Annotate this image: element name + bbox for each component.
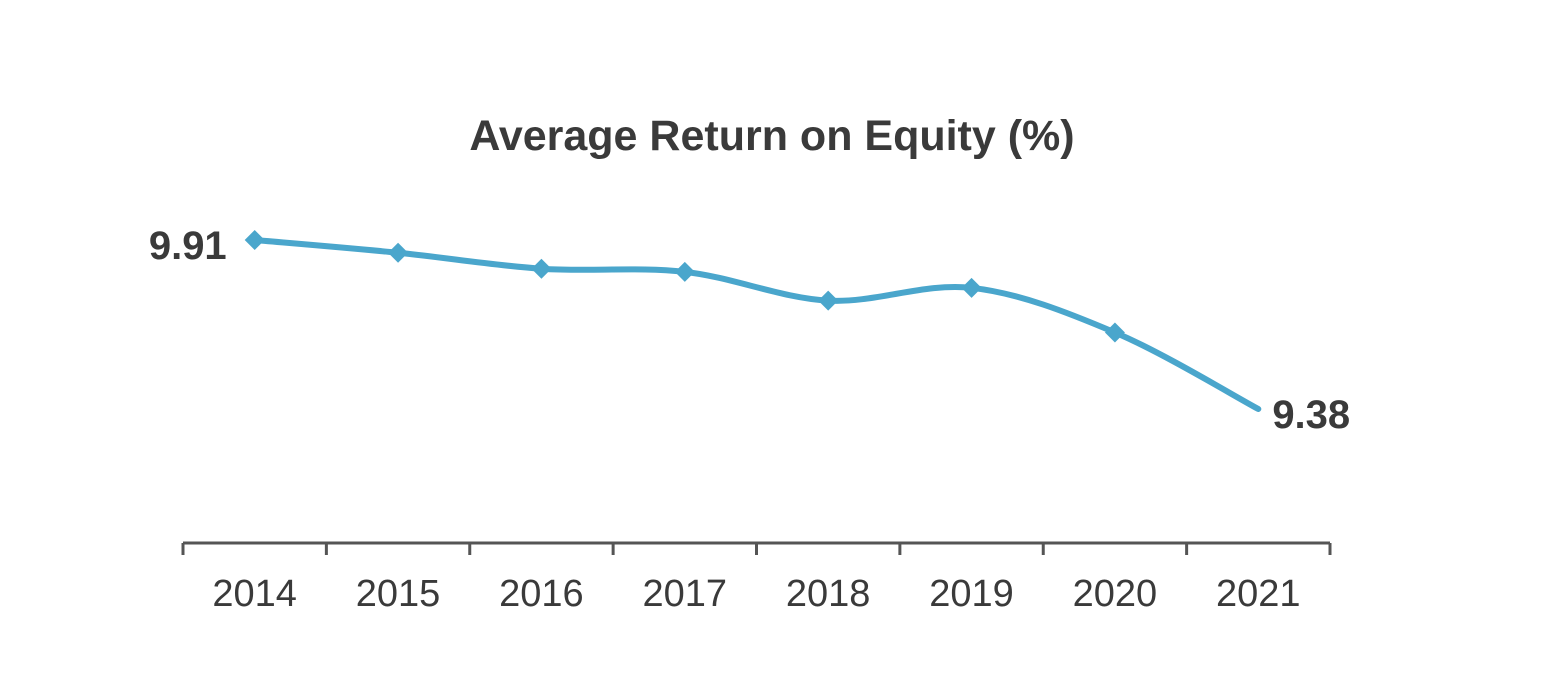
x-axis: [181, 541, 1332, 555]
data-labels: 9.91 9.38: [149, 224, 1350, 437]
data-point-marker: [388, 242, 409, 263]
data-markers: [244, 230, 1125, 343]
chart-title: Average Return on Equity (%): [469, 112, 1074, 160]
data-point-marker: [818, 290, 839, 311]
x-tick-label: 2019: [929, 573, 1014, 615]
data-point-marker: [531, 258, 552, 279]
x-tick-labels: 2014 2015 2016 2017 2018 2019 2020 2021: [212, 573, 1300, 615]
series-line: [251, 237, 1262, 412]
x-tick-label: 2016: [499, 573, 584, 615]
data-label: 9.91: [149, 224, 227, 268]
x-tick-label: 2015: [356, 573, 441, 615]
data-point-marker: [1104, 322, 1125, 343]
x-tick-label: 2017: [643, 573, 728, 615]
x-tick-label: 2021: [1216, 573, 1301, 615]
x-tick-label: 2014: [212, 573, 297, 615]
data-label: 9.38: [1272, 393, 1350, 437]
x-tick-label: 2018: [786, 573, 871, 615]
data-point-marker: [674, 261, 695, 282]
x-tick-label: 2020: [1073, 573, 1158, 615]
data-point-marker: [961, 277, 982, 298]
data-point-marker: [244, 230, 265, 250]
